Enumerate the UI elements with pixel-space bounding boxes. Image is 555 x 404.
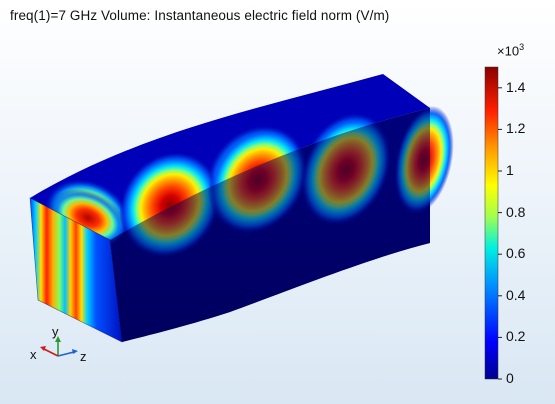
x-axis-arrow — [43, 348, 59, 357]
color-legend-tick-label: 0.4 — [506, 286, 526, 303]
color-legend-tick-label: 1 — [506, 162, 514, 178]
color-legend-tick-label: 0.6 — [506, 245, 526, 262]
y-axis-label: y — [52, 324, 59, 339]
multiplier-exponent: 3 — [519, 42, 525, 52]
multiplier-base: ×10 — [497, 43, 520, 59]
z-axis-label: z — [80, 349, 87, 364]
plot-title: freq(1)=7 GHz Volume: Instantaneous elec… — [10, 8, 390, 23]
z-axis-arrow — [57, 351, 75, 357]
color-legend-ticks — [498, 87, 502, 380]
volume-solid — [29, 74, 454, 343]
axis-triad: y x z — [30, 324, 87, 364]
color-legend-tick-label: 1.4 — [506, 78, 526, 95]
color-legend-tick-label: 1.2 — [506, 120, 526, 137]
front-face — [30, 198, 122, 342]
x-axis-label: x — [30, 347, 37, 362]
color-legend-multiplier: ×103 — [497, 42, 524, 58]
color-legend — [484, 66, 502, 380]
color-legend-tick-label: 0.2 — [506, 328, 526, 345]
color-legend-tick-label: 0 — [506, 370, 514, 386]
color-legend-bar — [484, 66, 499, 380]
color-legend-tick-label: 0.8 — [506, 203, 526, 220]
